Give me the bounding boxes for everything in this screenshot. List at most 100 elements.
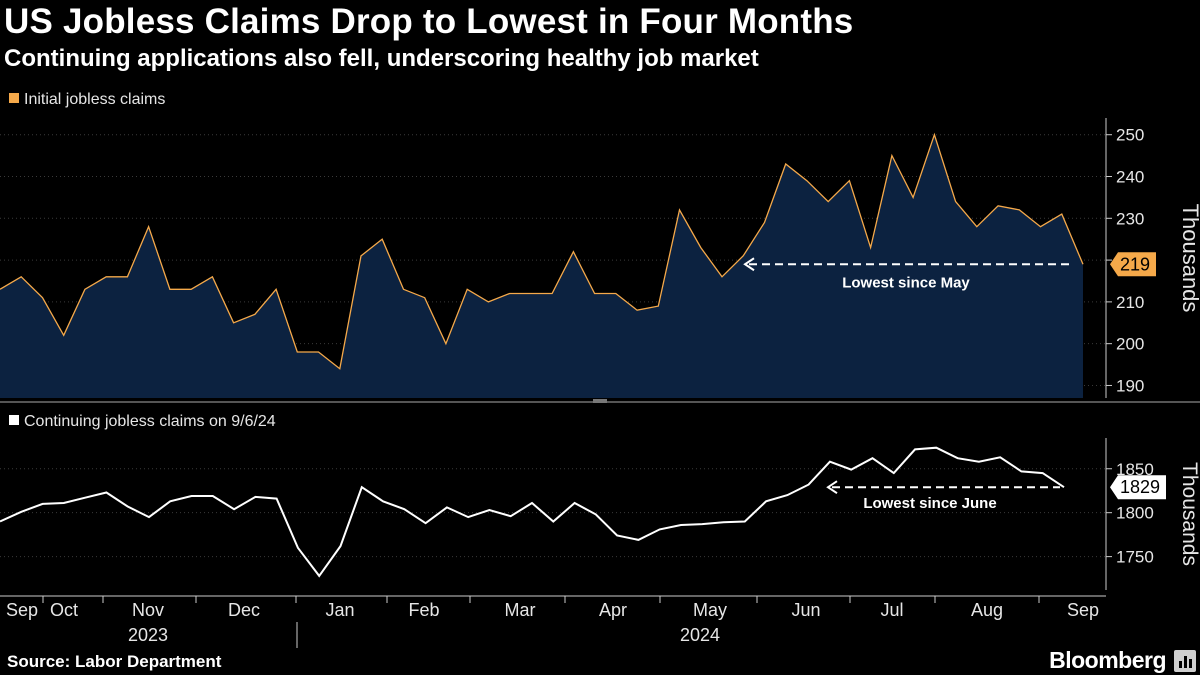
data-point <box>785 163 787 165</box>
data-point <box>956 457 958 459</box>
data-point <box>637 539 639 541</box>
x-tick-label: Sep <box>6 600 38 620</box>
data-point <box>914 448 916 450</box>
data-point <box>105 276 107 278</box>
data-point <box>169 288 171 290</box>
data-point <box>912 196 914 198</box>
data-point <box>593 292 595 294</box>
legend-swatch-continuing <box>9 415 19 425</box>
chart-subtitle: Continuing applications also fell, under… <box>4 45 759 72</box>
data-point <box>722 521 724 523</box>
continuing-claims-line <box>0 446 1065 578</box>
data-point <box>84 288 86 290</box>
data-point <box>63 502 65 504</box>
data-point <box>1020 470 1022 472</box>
data-point <box>105 491 107 493</box>
data-point <box>402 288 404 290</box>
data-point <box>508 292 510 294</box>
x-tick-label: Oct <box>50 600 78 620</box>
data-point <box>551 292 553 294</box>
data-point <box>807 483 809 485</box>
data-point <box>848 179 850 181</box>
annotation-arrow-head <box>826 480 838 495</box>
data-point <box>317 351 319 353</box>
y-tick-label: 250 <box>1116 126 1144 145</box>
data-point <box>361 486 363 488</box>
last-value-label: 1829 <box>1120 477 1160 497</box>
data-point <box>531 502 533 504</box>
x-tick-label: Jan <box>325 600 354 620</box>
y-axis-title: Thousands <box>1178 204 1200 313</box>
data-point <box>869 246 871 248</box>
data-point <box>275 497 277 499</box>
data-point <box>573 502 575 504</box>
data-point <box>530 292 532 294</box>
data-point <box>467 516 469 518</box>
data-point <box>126 276 128 278</box>
data-point <box>487 301 489 303</box>
y-tick-label: 1850 <box>1116 460 1154 479</box>
data-point <box>763 221 765 223</box>
x-tick-label: Apr <box>599 600 627 620</box>
annotation-label: Lowest since June <box>863 495 996 512</box>
data-point <box>275 288 277 290</box>
data-point <box>933 134 935 136</box>
data-point <box>1061 213 1063 215</box>
data-point <box>701 523 703 525</box>
data-point <box>382 500 384 502</box>
data-point <box>446 506 448 508</box>
data-point <box>339 368 341 370</box>
y-tick-label: 240 <box>1116 168 1144 187</box>
initial-claims-area <box>0 134 1083 398</box>
y-tick-label: 210 <box>1116 293 1144 312</box>
data-point <box>871 457 873 459</box>
last-value-tag <box>1110 475 1166 500</box>
data-point <box>935 446 937 448</box>
y-tick-label: 230 <box>1116 209 1144 228</box>
data-point <box>466 288 468 290</box>
x-tick-label: Aug <box>971 600 1003 620</box>
brand-logo: Bloomberg <box>1049 647 1166 673</box>
data-point <box>254 496 256 498</box>
annotation-arrow-head <box>743 257 755 272</box>
data-point <box>700 246 702 248</box>
source-note: Source: Labor Department <box>7 652 222 671</box>
x-tick-label: Feb <box>408 600 439 620</box>
x-tick-label: May <box>693 600 727 620</box>
data-point <box>488 509 490 511</box>
data-point <box>190 495 192 497</box>
initial-claims-line <box>0 132 1084 370</box>
bloomberg-terminal-icon <box>1174 650 1196 672</box>
data-point <box>1039 225 1041 227</box>
legend-label-initial: Initial jobless claims <box>24 91 166 108</box>
data-point <box>63 334 65 336</box>
chart-title: US Jobless Claims Drop to Lowest in Four… <box>4 2 854 41</box>
data-point <box>297 547 299 549</box>
data-point <box>190 288 192 290</box>
x-tick-label: Sep <box>1067 600 1099 620</box>
data-point <box>657 305 659 307</box>
x-tick-label: Nov <box>132 600 164 620</box>
data-point <box>126 505 128 507</box>
data-point <box>169 500 171 502</box>
data-point <box>978 461 980 463</box>
data-point <box>20 276 22 278</box>
data-point <box>954 200 956 202</box>
data-point <box>424 297 426 299</box>
legend-continuing-claims: Continuing jobless claims on 9/6/24 <box>9 413 276 431</box>
data-point <box>893 472 895 474</box>
panel-resize-handle <box>593 399 607 403</box>
data-point <box>997 205 999 207</box>
data-point <box>296 351 298 353</box>
data-point <box>827 200 829 202</box>
data-point <box>999 456 1001 458</box>
data-point <box>850 468 852 470</box>
x-tick-label: Jul <box>880 600 903 620</box>
legend-swatch-initial <box>9 93 19 103</box>
data-point <box>339 545 341 547</box>
data-point <box>572 251 574 253</box>
data-point <box>721 276 723 278</box>
year-label: 2024 <box>680 625 720 645</box>
data-point <box>41 503 43 505</box>
data-point <box>360 255 362 257</box>
